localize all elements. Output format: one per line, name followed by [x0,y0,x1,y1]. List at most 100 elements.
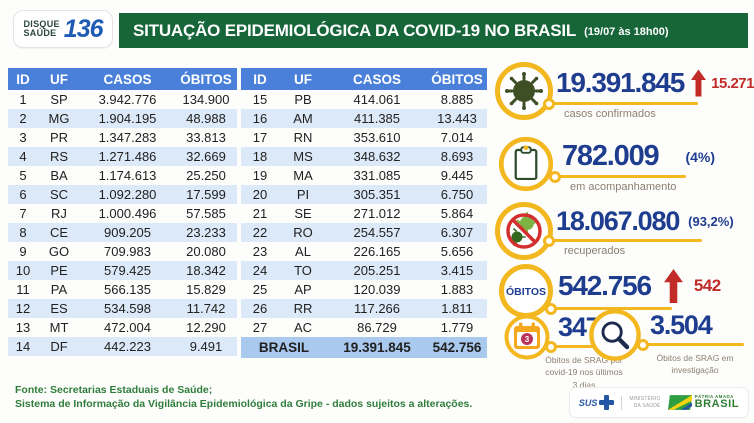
cell-uf: MA [293,168,313,183]
cell-id: 10 [15,263,31,278]
cell-obitos: 8.885 [440,92,474,107]
cell-casos: 579.425 [104,263,151,278]
col-header-uf: UF [279,68,327,90]
cell-uf: MT [49,320,69,335]
cell-obitos: 15.829 [186,282,226,297]
states-table-right-body: 15 PB 414.061 8.885 16 AM 411.385 13.443 17 RN 353… [241,90,487,337]
cell-id: 18 [252,149,268,164]
cell-obitos: 9.445 [440,168,474,183]
cell-obitos: 48.988 [186,111,226,126]
cell-obitos: 20.080 [186,244,226,259]
logo-line1: DISQUE [23,19,60,29]
cell-casos: 1.904.195 [98,111,157,126]
col-header-obitos: ÓBITOS [427,68,487,90]
gold-underline [637,339,744,351]
cell-casos: 909.205 [104,225,151,240]
col-header-casos: CASOS [327,68,427,90]
cell-casos: 1.000.496 [98,206,157,221]
cell-id: 3 [19,130,27,145]
cell-casos: 120.039 [353,282,401,297]
cell-casos: 86.729 [357,320,397,335]
table-row: 24 TO 205.251 3.415 [241,261,487,280]
cell-casos: 305.351 [353,187,401,202]
cell-obitos: 1.811 [441,301,473,316]
cell-obitos: 7.014 [440,130,474,145]
cell-uf: CE [49,225,69,240]
cell-uf: MG [48,111,70,126]
cell-id: 5 [19,168,27,183]
stat-confirmed-cases: 19.391.845 15.271 casos confirmados [494,61,754,131]
cell-uf: AL [295,244,311,259]
total-label: BRASIL [241,337,327,358]
ministry-label: MINISTÉRIO DA SAÚDE [629,396,661,409]
table-row: 26 RR 117.266 1.811 [241,299,487,318]
stat-recovered: 18.067.080 (93,2%) recuperados [494,201,754,267]
cell-uf: SE [294,206,312,221]
cell-id: 27 [252,320,268,335]
cell-uf: RN [293,130,313,145]
states-table-left: ID UF CASOS ÓBITOS 1 SP 3.942.776 134.900 2 M… [8,68,237,356]
confirmed-cases-value: 19.391.845 [556,67,685,98]
cell-uf: GO [48,244,70,259]
disque-saude-label: DISQUE SAÚDE [23,20,59,38]
cell-id: 15 [252,92,268,107]
cell-casos: 353.610 [353,130,401,145]
table-row: 18 MS 348.632 8.693 [241,147,487,166]
cell-obitos: 12.290 [186,320,226,335]
recovered-label: recuperados [564,245,626,257]
cell-obitos: 25.250 [186,168,226,183]
gold-underline [549,171,686,183]
cell-id: 19 [252,168,268,183]
cell-id: 25 [252,282,268,297]
srag-3days-label: Óbitos de SRAG por covid-19 nos últimos … [545,355,623,390]
cell-obitos: 57.585 [186,206,226,221]
cell-casos: 331.085 [353,168,401,183]
page-title: SITUAÇÃO EPIDEMIOLÓGICA DA COVID-19 NO B… [133,20,577,40]
col-header-obitos: ÓBITOS [175,68,237,90]
cell-casos: 3.942.776 [98,92,157,107]
cell-id: 7 [19,206,27,221]
stat-follow-up: 782.009 (4%) em acompanhamento [498,136,754,200]
cell-casos: 1.347.283 [98,130,157,145]
cell-id: 1 [19,92,27,107]
cell-casos: 205.251 [353,263,401,278]
gold-underline [545,303,672,315]
cell-obitos: 8.693 [440,149,474,164]
cell-uf: AC [293,320,313,335]
cell-uf: TO [294,263,312,278]
cell-uf: BA [50,168,68,183]
footer-logos: SUS MINISTÉRIO DA SAÚDE PÁTRIA AMADA BRA… [570,388,748,417]
cell-obitos: 1.883 [440,282,474,297]
table-row: 13 MT 472.004 12.290 [8,318,237,337]
cell-obitos: 23.233 [186,225,226,240]
srag-investigation-label: Óbitos de SRAG em investigação [656,353,734,376]
cell-uf: RS [49,149,69,164]
cell-id: 16 [252,111,268,126]
cell-obitos: 6.750 [440,187,474,202]
cell-uf: PA [50,282,68,297]
source-line2: Sistema de Informação da Vigilância Epid… [15,398,473,411]
up-arrow-icon [691,69,707,97]
cell-uf: AM [293,111,313,126]
table-row: 19 MA 331.085 9.445 [241,166,487,185]
brasil-flag-icon [667,395,692,410]
cell-obitos: 5.864 [440,206,474,221]
table-row: 9 GO 709.983 20.080 [8,242,237,261]
cell-obitos: 5.656 [440,244,474,259]
cell-casos: 414.061 [353,92,401,107]
no-virus-icon [495,202,553,260]
follow-up-value: 782.009 [562,140,660,172]
cell-obitos: 11.742 [186,301,226,316]
cell-casos: 1.092.280 [98,187,157,202]
table-row: 20 PI 305.351 6.750 [241,185,487,204]
table-row: 10 PE 579.425 18.342 [8,261,237,280]
follow-up-percent: (4%) [685,148,715,165]
cell-obitos: 3.415 [440,263,474,278]
table-row: 12 ES 534.598 11.742 [8,299,237,318]
cell-casos: 411.385 [353,111,401,126]
cell-obitos: 1.779 [440,320,474,335]
cell-id: 23 [252,244,268,259]
cell-uf: RO [293,225,313,240]
obitos-badge-text: ÓBITOS [506,285,546,298]
brasil-total-row: BRASIL 19.391.845 542.756 [241,337,487,358]
